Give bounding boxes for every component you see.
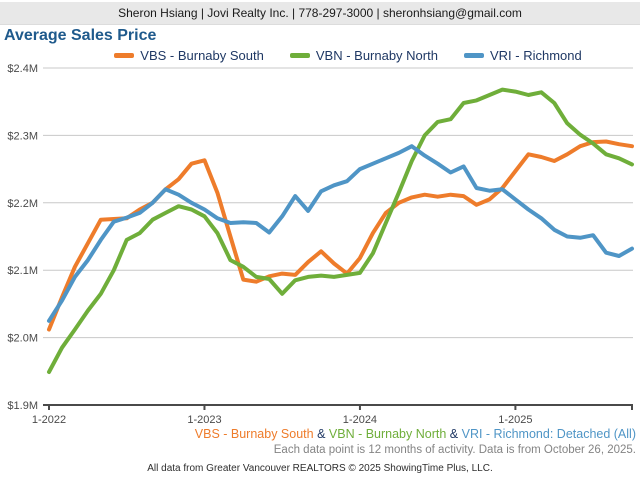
footer-vbs-label: VBS - Burnaby South [194, 427, 314, 441]
page-title: Average Sales Price [4, 27, 157, 44]
legend-item-vbn: VBN - Burnaby North [289, 47, 438, 63]
svg-text:$2.3M: $2.3M [7, 130, 38, 142]
footer-property-type: : Detached (All) [549, 427, 636, 441]
footer-separator: & [446, 427, 462, 441]
svg-text:$2.1M: $2.1M [7, 265, 38, 277]
footer-copyright: All data from Greater Vancouver REALTORS… [147, 463, 493, 474]
contact-text: Sheron Hsiang | Jovi Realty Inc. | 778-2… [118, 6, 522, 20]
svg-text:1-2024: 1-2024 [343, 414, 377, 426]
legend-item-vbs: VBS - Burnaby South [114, 48, 264, 63]
svg-text:1-2023: 1-2023 [187, 414, 221, 426]
price-chart: $2.4M $2.3M $2.2M $2.1M $2.0M $1.9M 1-2022 1-20… [0, 60, 640, 430]
footer-vri-label: VRI - Richmond [461, 427, 550, 441]
chart-legend: VBS - Burnaby South VBN - Burnaby North … [56, 47, 640, 63]
svg-text:$2.2M: $2.2M [7, 198, 38, 210]
footer-vbn-label: VBN - Burnaby North [328, 427, 447, 441]
legend-label-vbs: VBS - Burnaby South [140, 47, 264, 63]
chart-canvas: $2.4M $2.3M $2.2M $2.1M $2.0M $1.9M 1-2022 1-20… [7, 63, 634, 426]
footer-series-line: VBS - Burnaby South & VBN - Burnaby Nort… [195, 427, 636, 441]
svg-text:$1.9M: $1.9M [7, 400, 38, 412]
footer-note: Each data point is 12 months of activity… [273, 444, 636, 456]
legend-label-vbn: VBN - Burnaby North [315, 47, 438, 63]
svg-text:1-2025: 1-2025 [498, 414, 532, 426]
legend-label-vri: VRI - Richmond [489, 47, 582, 63]
svg-text:1-2022: 1-2022 [32, 414, 66, 426]
vri-line-swatch [463, 52, 484, 58]
legend-item-vri: VRI - Richmond [463, 47, 582, 63]
vbn-line-swatch [289, 52, 310, 58]
svg-text:$2.4M: $2.4M [7, 63, 38, 75]
contact-bar: Sheron Hsiang | Jovi Realty Inc. | 778-2… [0, 2, 640, 25]
svg-text:$2.0M: $2.0M [7, 333, 38, 345]
vbs-line-swatch [114, 52, 135, 58]
footer-separator: & [313, 427, 329, 441]
